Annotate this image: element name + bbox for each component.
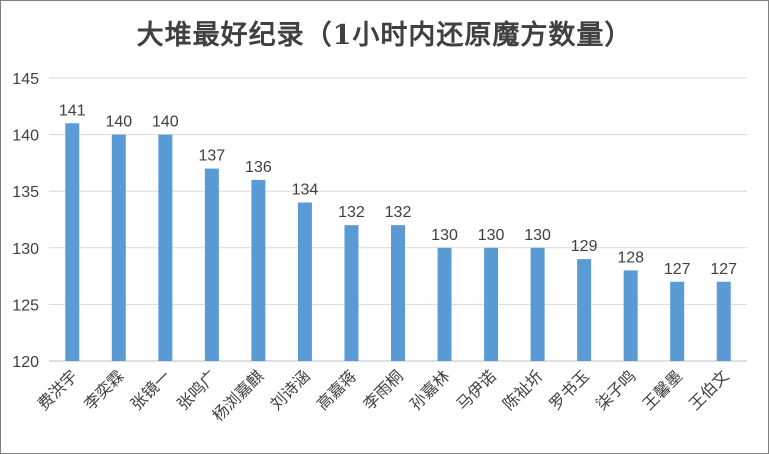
y-tick-label: 120 xyxy=(12,354,39,371)
x-tick-label: 刘诗涵 xyxy=(266,366,313,413)
bar xyxy=(670,281,685,361)
data-label: 127 xyxy=(664,261,691,278)
data-label: 129 xyxy=(571,238,598,255)
x-tick-label: 陈祉圻 xyxy=(499,366,546,413)
bar xyxy=(344,225,359,361)
bar xyxy=(204,168,219,361)
bar xyxy=(530,247,545,361)
x-tick-label: 孙嘉林 xyxy=(406,366,453,413)
x-tick-label: 柒子鸣 xyxy=(592,366,639,413)
bar xyxy=(577,259,592,361)
bar xyxy=(437,247,452,361)
x-tick-label: 王馨墨 xyxy=(639,366,686,413)
data-label: 132 xyxy=(338,204,365,221)
x-tick-label: 杨浏嘉麒 xyxy=(209,366,268,425)
data-label: 132 xyxy=(385,204,412,221)
data-label: 140 xyxy=(152,114,179,131)
bar xyxy=(484,247,499,361)
x-tick-label: 罗书玉 xyxy=(546,366,593,413)
data-label: 128 xyxy=(617,249,644,266)
x-tick-label: 李雨桐 xyxy=(359,366,406,413)
x-tick-label: 费洪宇 xyxy=(34,366,81,413)
y-axis-ticks: 120 125 130 135 140 145 xyxy=(12,71,39,371)
y-tick-label: 130 xyxy=(12,241,39,258)
bar xyxy=(111,134,126,361)
bar xyxy=(251,179,266,361)
data-label: 127 xyxy=(710,261,737,278)
data-label: 134 xyxy=(292,182,319,199)
bars xyxy=(65,123,731,361)
x-tick-label: 王伯文 xyxy=(685,366,732,413)
y-tick-label: 135 xyxy=(12,184,39,201)
data-labels: 141 140 140 137 136 134 132 132 130 130 130 129 128 1… xyxy=(59,102,737,277)
bar xyxy=(623,270,638,361)
data-label: 130 xyxy=(478,227,505,244)
bar xyxy=(297,202,312,361)
data-label: 136 xyxy=(245,159,272,176)
y-tick-label: 140 xyxy=(12,128,39,145)
bar xyxy=(65,123,80,361)
x-tick-label: 马伊诺 xyxy=(453,366,500,413)
chart-title: 大堆最好纪录（1小时内还原魔方数量） xyxy=(136,20,633,51)
data-label: 130 xyxy=(431,227,458,244)
data-label: 137 xyxy=(199,148,226,165)
bar xyxy=(716,281,731,361)
x-tick-label: 张镜一 xyxy=(127,366,174,413)
bar xyxy=(158,134,173,361)
x-tick-label: 李奕霖 xyxy=(80,366,127,413)
y-tick-label: 145 xyxy=(12,71,39,88)
data-label: 141 xyxy=(59,102,86,119)
y-tick-label: 125 xyxy=(12,297,39,314)
x-tick-label: 高嘉蒋 xyxy=(313,366,360,413)
bar xyxy=(391,225,405,361)
data-label: 130 xyxy=(524,227,551,244)
data-label: 140 xyxy=(105,114,132,131)
